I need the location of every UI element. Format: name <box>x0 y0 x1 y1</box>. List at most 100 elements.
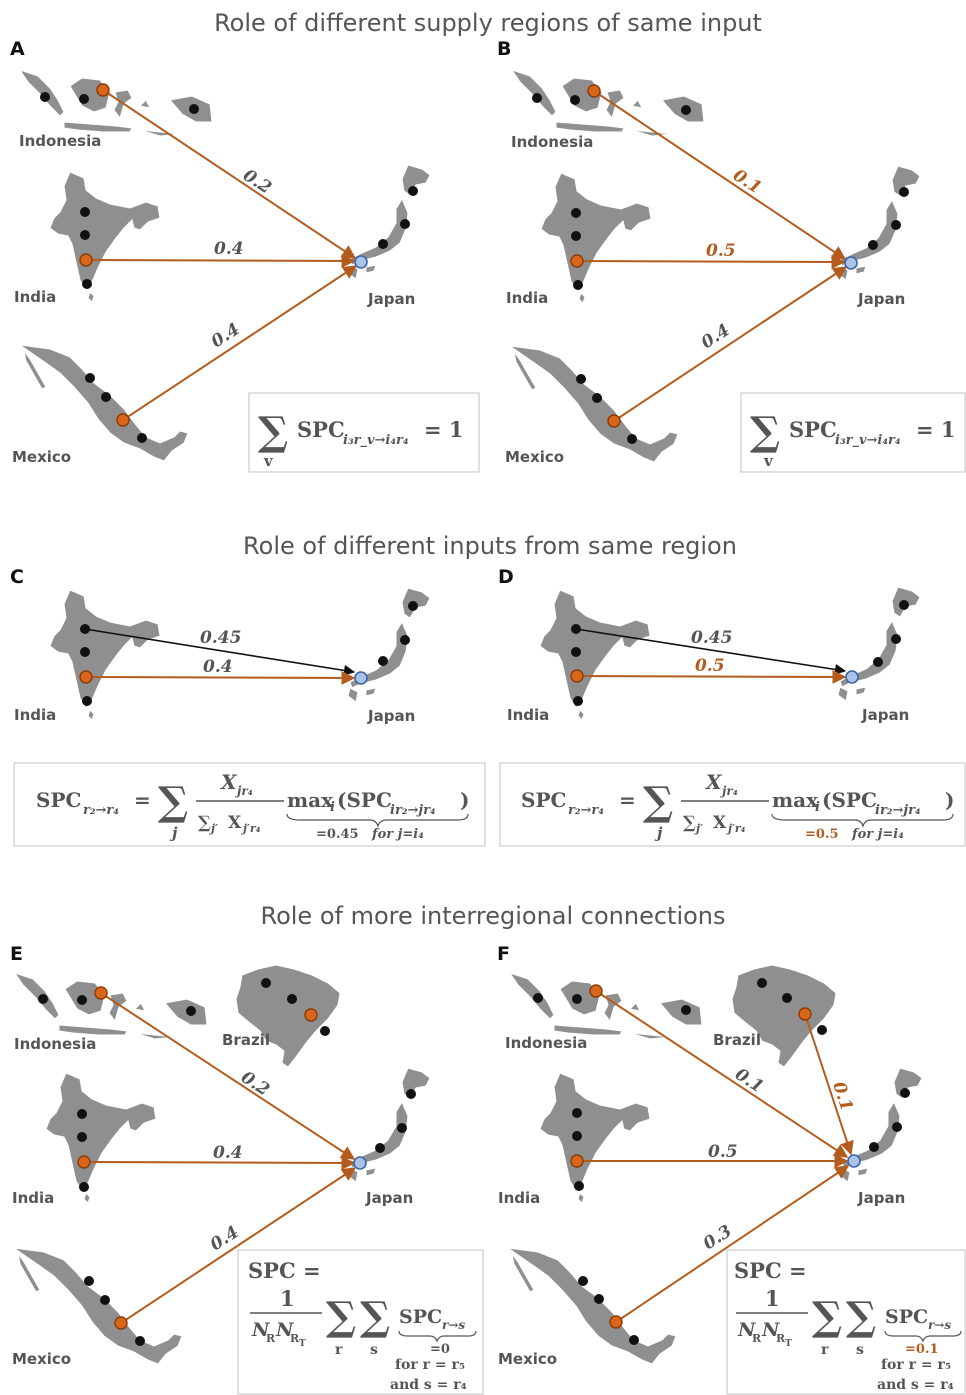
region-dot <box>400 219 410 229</box>
svg-text:max: max <box>287 788 334 812</box>
formula-box-b <box>740 392 966 473</box>
target-dot-japan <box>845 670 859 684</box>
region-dot <box>533 993 543 1003</box>
region-dot <box>397 1123 407 1133</box>
region-dot <box>891 220 901 230</box>
label-japan: Japan <box>857 1189 905 1207</box>
formula-a: ∑ v SPC i₃r_v→i₄r₄ = 1 <box>258 408 464 470</box>
svg-text:R: R <box>776 1332 786 1345</box>
svg-text:s: s <box>856 1342 864 1358</box>
label-india: India <box>12 1189 54 1207</box>
svg-text:r: r <box>335 1342 343 1358</box>
flow-india-japan <box>576 254 846 269</box>
value-input-i: 0.5 <box>695 656 725 676</box>
indonesia-map <box>511 69 705 137</box>
region-dot <box>408 601 418 611</box>
source-dot-indonesia <box>587 84 601 98</box>
formula-box-d <box>499 762 966 847</box>
region-dot <box>891 634 901 644</box>
svg-text:j′: j′ <box>209 822 218 835</box>
region-dot <box>578 1276 588 1286</box>
region-dot <box>573 696 583 706</box>
region-dot <box>80 207 90 217</box>
formula-c: SPC r₂→r₄ = ∑ j X jr₄ ∑ j′ X j′r₄ max i … <box>36 770 469 842</box>
svg-text:= 1: = 1 <box>424 417 464 442</box>
formula-b: ∑ v SPC i₃r_v→i₄r₄ = 1 <box>750 408 956 470</box>
svg-text:i: i <box>330 800 335 815</box>
flow-india-japan <box>85 253 356 268</box>
panel-d: D India Japan 0.45 0.5 SPC r₂→r₄ = ∑ j X… <box>498 566 966 847</box>
region-dot <box>573 280 583 290</box>
svg-text:v: v <box>263 452 274 470</box>
region-dot <box>574 1181 584 1191</box>
svg-text:j′r₄: j′r₄ <box>241 822 261 835</box>
value-mexico-japan: 0.4 <box>698 320 734 353</box>
source-dot-india <box>570 669 584 683</box>
region-dot <box>400 635 410 645</box>
india-map <box>539 1072 651 1204</box>
svg-text:j′r₄: j′r₄ <box>726 822 746 835</box>
svg-text:N: N <box>251 1319 270 1341</box>
label-india: India <box>507 706 549 724</box>
panel-letter-e: E <box>10 943 23 965</box>
region-dot <box>406 1089 416 1099</box>
region-dot <box>572 1131 582 1141</box>
target-dot-japan <box>354 255 368 269</box>
source-dot-indonesia <box>96 83 110 97</box>
region-dot <box>79 1182 89 1192</box>
region-dot <box>82 696 92 706</box>
indonesia-map <box>14 972 208 1040</box>
value-brazil-japan: 0.1 <box>828 1079 856 1113</box>
value-mexico-japan: 0.4 <box>208 319 244 352</box>
svg-text:max: max <box>772 788 819 812</box>
indonesia-map <box>19 69 213 137</box>
svg-text:SPC: SPC <box>399 1306 442 1328</box>
region-dot <box>899 187 909 197</box>
region-dot <box>817 1025 827 1035</box>
section-title-inputs: Role of different inputs from same regio… <box>243 532 737 560</box>
label-japan: Japan <box>367 290 415 308</box>
svg-text:N: N <box>275 1319 294 1341</box>
region-dot <box>375 1143 385 1153</box>
region-dot <box>757 978 767 988</box>
label-mexico: Mexico <box>12 1350 71 1368</box>
mexico-map <box>509 345 679 463</box>
svg-text:for r = r₅: for r = r₅ <box>395 1357 465 1373</box>
svg-text:X: X <box>704 770 723 794</box>
svg-text:∑: ∑ <box>683 813 696 833</box>
region-dot <box>38 994 48 1004</box>
region-dot <box>571 208 581 218</box>
region-dot <box>137 433 147 443</box>
svg-text:r: r <box>821 1342 829 1358</box>
svg-text:T: T <box>299 1339 306 1349</box>
svg-text:∑: ∑ <box>643 778 673 825</box>
region-dot <box>899 600 909 610</box>
svg-text:SPC =: SPC = <box>248 1258 321 1283</box>
region-dot <box>408 186 418 196</box>
region-dot <box>84 1276 94 1286</box>
region-dot <box>900 1088 910 1098</box>
label-indonesia: Indonesia <box>505 1034 587 1052</box>
svg-text:jr₄: jr₄ <box>235 784 253 798</box>
region-dot <box>594 1294 604 1304</box>
value-input-j: 0.45 <box>200 628 241 648</box>
label-mexico: Mexico <box>12 448 71 466</box>
svg-text:SPC: SPC <box>297 417 345 442</box>
region-dot <box>101 392 111 402</box>
label-indonesia: Indonesia <box>14 1035 96 1053</box>
flow-mexico-japan <box>615 1165 850 1323</box>
region-dot <box>40 92 50 102</box>
target-dot-japan <box>847 1154 861 1168</box>
formula-e: SPC = 1 N R N R T ∑ r ∑ s SPC r→s =0 for… <box>248 1258 477 1393</box>
label-brazil: Brazil <box>222 1031 270 1049</box>
brazil-map <box>235 964 341 1068</box>
svg-text:∑: ∑ <box>326 1293 356 1340</box>
region-dot <box>571 231 581 241</box>
mexico-map <box>13 1247 183 1365</box>
region-dot <box>782 993 792 1003</box>
panel-a: A Indonesia India Mexico Japan 0.2 0.4 0… <box>10 38 480 473</box>
svg-text:for j=i₄: for j=i₄ <box>371 827 424 842</box>
panel-letter-d: D <box>498 566 514 588</box>
svg-text:r₂→r₄: r₂→r₄ <box>83 803 119 818</box>
value-india-japan: 0.4 <box>213 1143 243 1163</box>
